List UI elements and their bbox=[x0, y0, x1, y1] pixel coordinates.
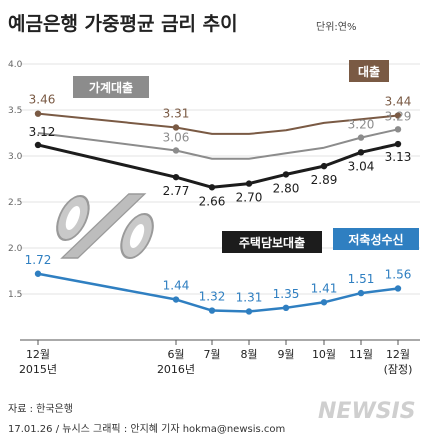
x-tick-sublabel-0: 2015년 bbox=[19, 363, 57, 376]
x-tick-label-1: 6월 bbox=[167, 348, 184, 361]
x-tick-label-0: 12월 bbox=[26, 348, 50, 361]
x-axis: 12월 2015년 6월 2016년 7월 8월 9월 10월 11월 12월 (잠정) bbox=[19, 340, 412, 376]
data-label-3-2: 1.32 bbox=[199, 290, 226, 304]
percent-sign-icon bbox=[56, 193, 154, 259]
x-tick-label-4: 9월 bbox=[277, 348, 294, 361]
series-3-point-0 bbox=[34, 270, 42, 277]
series-3-point-7 bbox=[394, 285, 402, 292]
series-3-point-3 bbox=[245, 308, 253, 315]
series-0-point-0 bbox=[34, 110, 42, 117]
data-label-2-3: 2.70 bbox=[236, 191, 263, 205]
legend-label-mortgage: 주택담보대출 bbox=[239, 235, 305, 250]
data-label-2-5: 2.89 bbox=[311, 173, 338, 187]
x-tick-label-5: 10월 bbox=[312, 348, 336, 361]
data-label-3-4: 1.35 bbox=[273, 287, 300, 301]
series-2-point-2 bbox=[208, 184, 216, 191]
data-label-2-1: 2.77 bbox=[163, 184, 190, 198]
data-label-2-4: 2.80 bbox=[273, 181, 300, 195]
unit-label: 단위:연% bbox=[316, 20, 356, 33]
legend-label-gagye: 가계대출 bbox=[89, 80, 133, 95]
series-line-1 bbox=[37, 128, 399, 160]
y-tick-label-3: 2.5 bbox=[8, 198, 22, 208]
series-2-point-6 bbox=[357, 149, 365, 156]
y-tick-label-0: 4.0 bbox=[8, 60, 23, 70]
data-label-0-0: 3.46 bbox=[29, 93, 56, 107]
data-labels: 3.46 3.31 3.44 3.06 3.20 3.29 3.12 2.77 2.66 2.70… bbox=[25, 93, 412, 305]
data-label-2-0: 3.12 bbox=[29, 125, 56, 139]
series-3-point-6 bbox=[357, 289, 365, 297]
series-line-2 bbox=[37, 142, 399, 189]
legend-label-loan: 대출 bbox=[358, 64, 380, 79]
series bbox=[34, 110, 402, 315]
legend-tag-loan: 대출 bbox=[349, 60, 389, 82]
x-tick-label-3: 8월 bbox=[240, 348, 257, 361]
series-3-point-4 bbox=[282, 304, 290, 311]
data-label-3-3: 1.31 bbox=[236, 290, 263, 304]
series-3-point-1 bbox=[172, 296, 180, 303]
series-line-3 bbox=[37, 272, 399, 313]
data-label-2-6: 3.04 bbox=[348, 159, 375, 173]
series-1-point-6 bbox=[357, 134, 365, 141]
newsis-logo: NEWSIS bbox=[318, 399, 416, 424]
legend-tag-gagye: 가계대출 bbox=[73, 76, 149, 98]
x-tick-label-2: 7월 bbox=[203, 348, 220, 361]
chart-title: 예금은행 가중평균 금리 추이 bbox=[8, 13, 238, 35]
x-tick-sublabel-7: (잠정) bbox=[384, 363, 413, 376]
legend-tag-mortgage: 주택담보대출 bbox=[222, 231, 322, 253]
series-line-0 bbox=[37, 112, 399, 135]
data-label-1-1: 3.06 bbox=[163, 130, 190, 144]
legend-tag-savings: 저축성수신 bbox=[333, 228, 419, 250]
y-tick-label-4: 2.0 bbox=[8, 244, 23, 254]
data-label-1-7: 3.29 bbox=[385, 109, 412, 123]
data-label-3-0: 1.72 bbox=[25, 253, 52, 267]
series-2-point-3 bbox=[245, 180, 253, 187]
data-label-0-7: 3.44 bbox=[385, 95, 412, 109]
series-3-point-2 bbox=[208, 307, 216, 314]
data-label-3-5: 1.41 bbox=[311, 281, 338, 295]
series-2-point-1 bbox=[172, 173, 180, 181]
series-1-point-1 bbox=[172, 147, 180, 154]
source-text: 자료 : 한국은행 bbox=[8, 403, 73, 415]
y-tick-label-2: 3.0 bbox=[8, 152, 23, 162]
series-0-point-7 bbox=[394, 112, 402, 119]
series-2-point-4 bbox=[282, 171, 290, 178]
series-1-point-7 bbox=[394, 126, 402, 133]
data-label-2-7: 3.13 bbox=[385, 150, 412, 164]
x-tick-sublabel-1: 2016년 bbox=[157, 363, 195, 376]
legend-label-savings: 저축성수신 bbox=[348, 232, 403, 247]
series-3-point-5 bbox=[320, 299, 328, 306]
data-label-1-6: 3.20 bbox=[348, 118, 375, 132]
credit-text: 17.01.26 / 뉴시스 그래픽 : 안지혜 기자 hokma@newsis… bbox=[8, 423, 285, 435]
x-tick-label-7: 12월 bbox=[386, 348, 410, 361]
y-tick-label-1: 3.5 bbox=[8, 106, 22, 116]
data-label-0-1: 3.31 bbox=[163, 106, 190, 120]
series-0-point-1 bbox=[172, 124, 180, 131]
x-tick-label-6: 11월 bbox=[349, 348, 373, 361]
data-label-3-1: 1.44 bbox=[163, 279, 190, 293]
y-tick-label-5: 1.5 bbox=[8, 290, 22, 300]
series-2-point-7 bbox=[394, 140, 402, 148]
data-label-3-7: 1.56 bbox=[385, 267, 412, 281]
series-2-point-5 bbox=[320, 162, 328, 170]
data-label-3-6: 1.51 bbox=[348, 272, 375, 286]
data-label-2-2: 2.66 bbox=[199, 194, 226, 208]
series-2-point-0 bbox=[34, 141, 42, 149]
